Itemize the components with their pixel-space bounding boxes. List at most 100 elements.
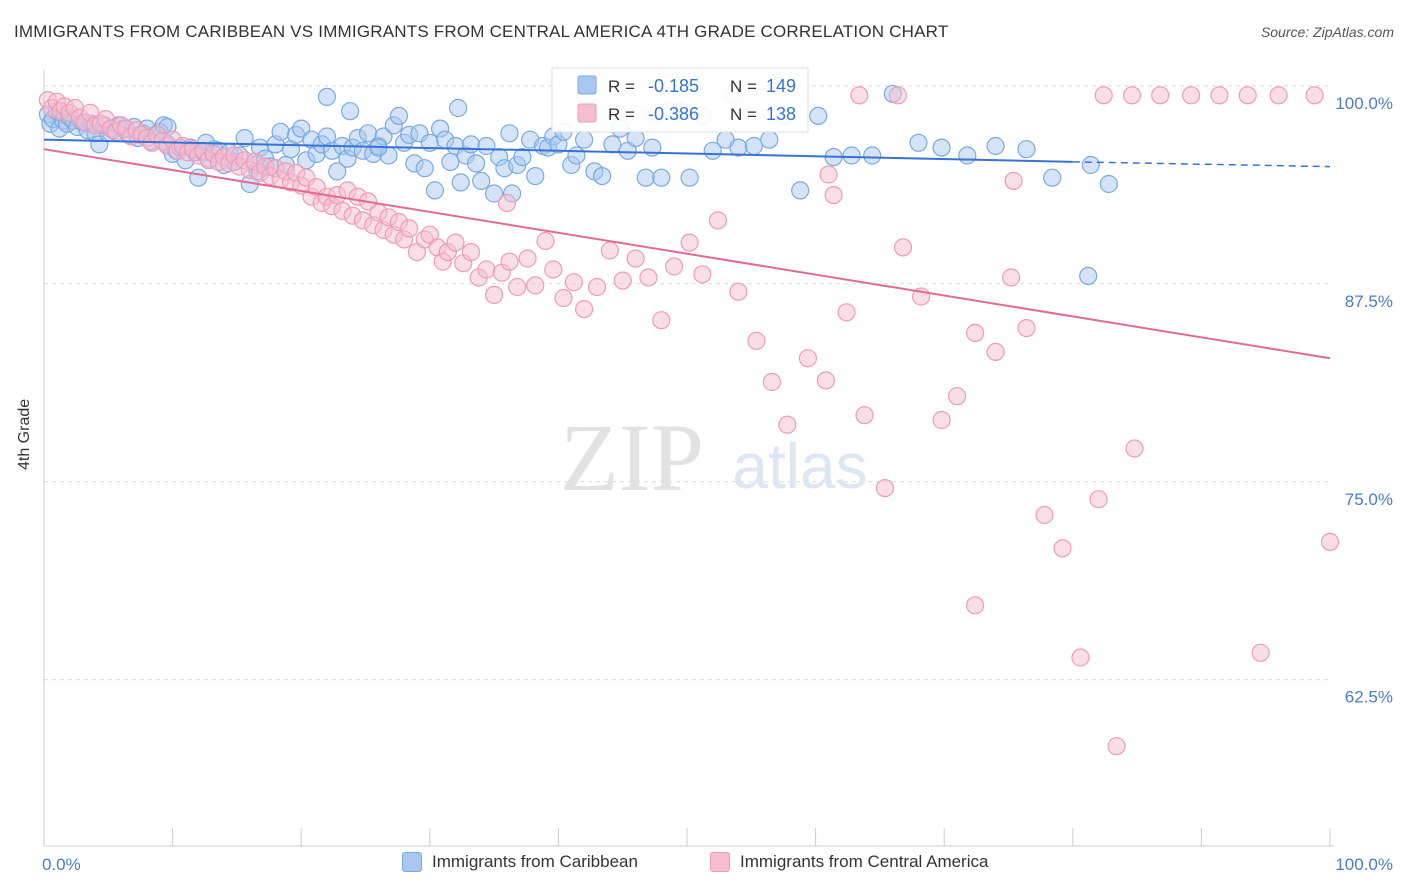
legend-r-label-2: R =: [608, 105, 635, 124]
bottom-legend-item-caribbean: Immigrants from Caribbean: [402, 852, 638, 872]
central-america-point: [932, 410, 951, 430]
central-america-point: [564, 273, 583, 292]
legend-n-value-2: 138: [766, 104, 796, 124]
central-america-point: [639, 268, 658, 287]
central-america-point: [729, 282, 748, 301]
legend-r-value-1: -0.185: [648, 76, 699, 96]
central-america-point: [446, 233, 465, 252]
central-america-point: [947, 387, 967, 406]
legend-swatch-caribbean: [577, 75, 597, 95]
central-america-point: [693, 265, 712, 284]
central-america-point: [544, 260, 563, 279]
central-america-point: [652, 311, 671, 330]
central-america-point: [816, 371, 836, 390]
axes: [43, 70, 1334, 847]
y-tick-labels: 100.0% 87.5% 75.0% 62.5%: [1335, 94, 1393, 707]
caribbean-point: [389, 106, 408, 126]
central-america-point: [965, 596, 985, 615]
central-america-point: [1053, 539, 1072, 558]
central-america-point: [1210, 86, 1229, 105]
caribbean-point: [909, 133, 928, 152]
central-america-point: [986, 342, 1005, 361]
central-america-point: [554, 288, 573, 308]
central-america-point: [875, 479, 895, 498]
central-america-point: [1151, 86, 1170, 105]
trend-lines: [43, 138, 1331, 360]
caribbean-point: [292, 119, 311, 138]
caribbean-point: [636, 168, 655, 187]
caribbean-point: [461, 135, 481, 154]
bottom-legend-swatch-caribbean: [402, 852, 422, 872]
central-america-point: [1089, 490, 1108, 509]
caribbean-point: [1099, 174, 1118, 194]
central-america-point: [708, 211, 728, 230]
caribbean-point: [567, 146, 586, 165]
caribbean-point: [485, 184, 504, 203]
caribbean-point: [986, 136, 1005, 156]
central-america-point: [497, 193, 517, 213]
caribbean-point: [1043, 168, 1062, 187]
central-america-point: [778, 415, 797, 434]
central-america-point: [587, 277, 607, 297]
caribbean-trend-extension: [1072, 161, 1331, 168]
central-america-point: [1004, 171, 1023, 190]
central-america-point: [574, 300, 594, 319]
caribbean-point: [328, 162, 347, 181]
caribbean-point: [652, 168, 671, 187]
central-america-point: [500, 252, 519, 271]
central-america-point: [477, 260, 496, 279]
series-central-america-points: [38, 86, 1340, 756]
caribbean-point: [863, 146, 882, 165]
central-america-point: [1107, 737, 1126, 756]
central-america-point: [893, 238, 913, 257]
caribbean-point: [680, 168, 699, 187]
central-america-point: [965, 323, 985, 342]
caribbean-point: [500, 124, 519, 143]
central-america-point: [1071, 648, 1090, 667]
y-tick-label: 100.0%: [1335, 94, 1393, 113]
central-america-point: [1017, 319, 1036, 338]
caribbean-point: [425, 181, 444, 200]
central-america-point: [1125, 439, 1144, 458]
legend-n-value-1: 149: [766, 76, 796, 96]
caribbean-point: [760, 130, 779, 149]
caribbean-point: [472, 171, 491, 190]
central-america-point: [1094, 86, 1113, 105]
central-america-point: [850, 86, 869, 105]
central-america-point: [526, 276, 545, 295]
central-america-point: [1251, 643, 1270, 662]
central-america-point: [518, 249, 537, 268]
legend-r-value-2: -0.386: [648, 104, 699, 124]
caribbean-point: [526, 167, 545, 186]
central-america-point: [664, 257, 684, 276]
bottom-legend: Immigrants from Caribbean Immigrants fro…: [0, 852, 1406, 878]
zipatlas-watermark: ZIP atlas: [560, 404, 868, 511]
caribbean-point: [592, 167, 612, 186]
central-america-point: [536, 231, 555, 251]
bottom-legend-label-caribbean: Immigrants from Caribbean: [432, 852, 638, 871]
legend-n-label-2: N =: [730, 105, 757, 124]
central-america-point: [1305, 86, 1324, 105]
central-america-point: [1320, 532, 1340, 552]
bottom-legend-label-central-america: Immigrants from Central America: [740, 852, 989, 871]
caribbean-point: [744, 136, 764, 156]
caribbean-point: [791, 181, 810, 200]
chart-title: IMMIGRANTS FROM CARIBBEAN VS IMMIGRANTS …: [14, 22, 949, 41]
source-label: Source: ZipAtlas.com: [1260, 24, 1394, 40]
central-america-point: [461, 243, 481, 262]
bottom-legend-item-central-america: Immigrants from Central America: [710, 852, 988, 872]
caribbean-point: [415, 159, 434, 178]
central-america-point: [1122, 86, 1142, 105]
caribbean-point: [958, 146, 977, 165]
central-america-point: [824, 186, 843, 205]
central-america-point: [485, 285, 504, 304]
central-america-point: [888, 86, 908, 105]
caribbean-point: [574, 130, 594, 149]
caribbean-point: [467, 154, 486, 173]
caribbean-point: [235, 129, 254, 148]
caribbean-point: [809, 106, 828, 126]
bottom-legend-swatch-central-america: [710, 852, 730, 872]
caribbean-point: [317, 87, 336, 107]
caribbean-point: [842, 146, 861, 165]
caribbean-point: [451, 173, 470, 192]
